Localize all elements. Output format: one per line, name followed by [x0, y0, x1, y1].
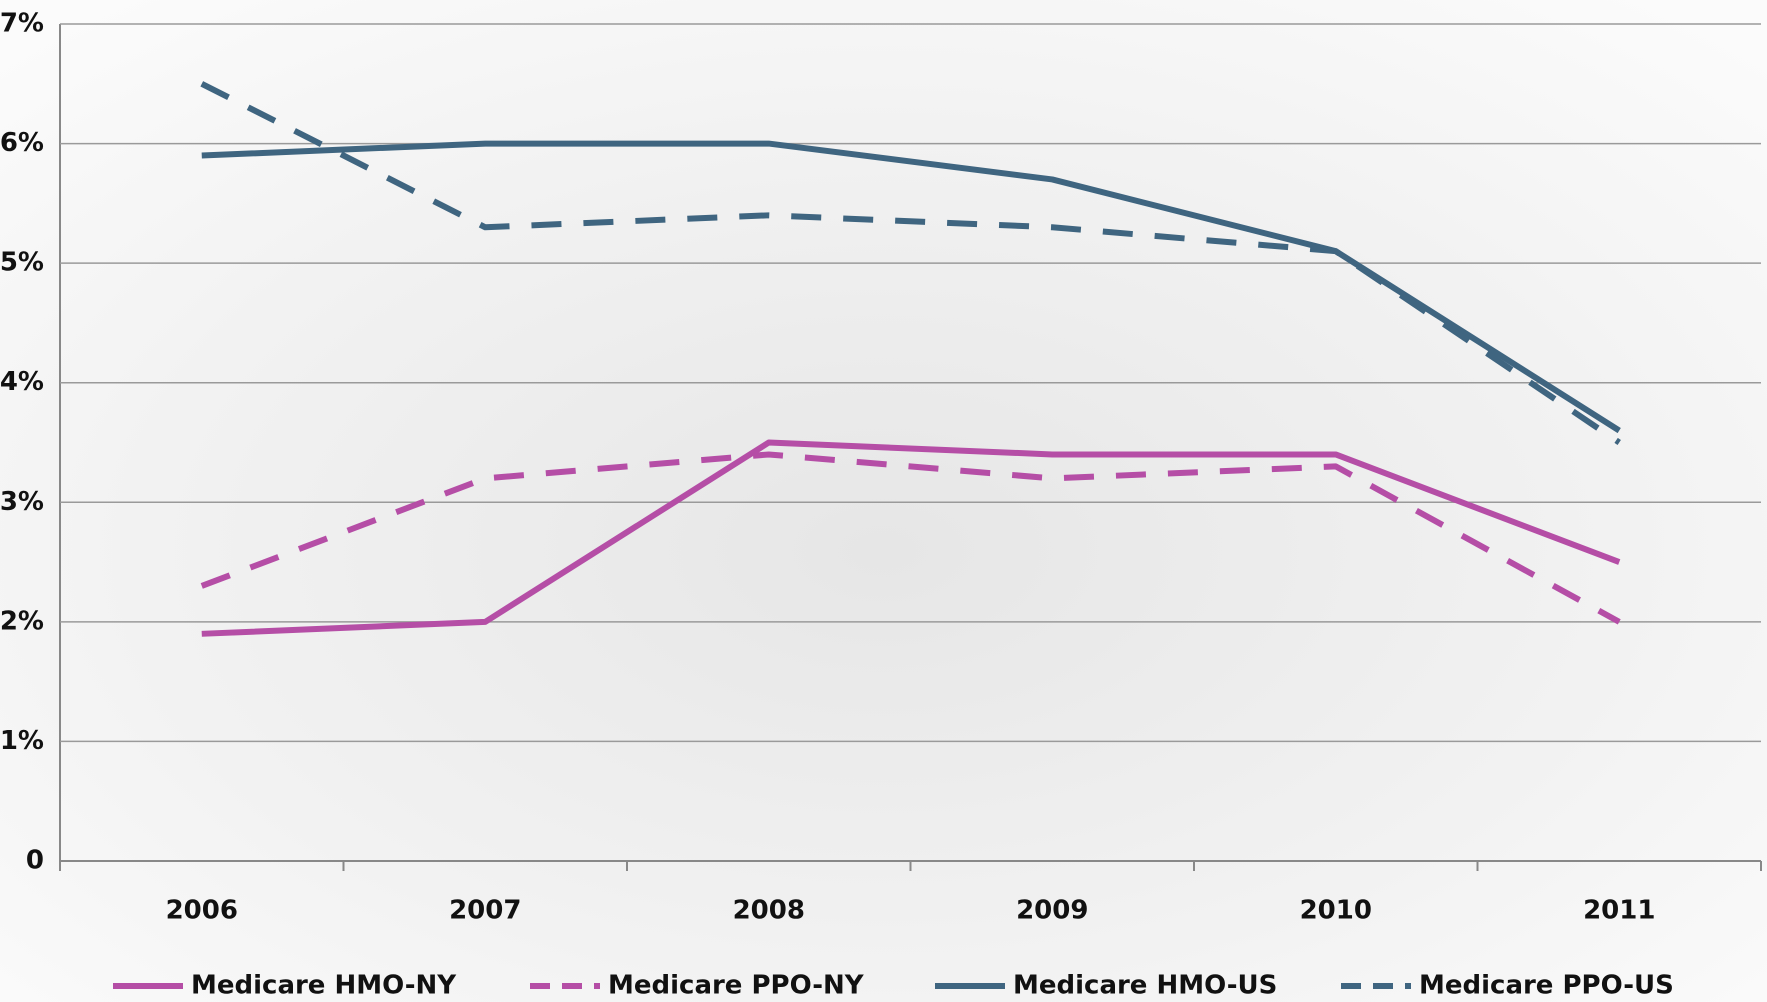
legend-label: Medicare HMO-NY: [191, 971, 457, 1001]
series-line: [201, 439, 1621, 637]
x-tick-label: 2008: [733, 896, 805, 926]
series-line: [200, 451, 1621, 625]
x-tick-label: 2006: [166, 896, 238, 926]
y-tick-label: 3%: [0, 487, 44, 517]
series-line: [200, 81, 1621, 445]
x-tick-label: 2010: [1300, 896, 1372, 926]
y-tick-label: 7%: [0, 9, 44, 39]
y-tick-label: 2%: [0, 606, 44, 636]
y-tick-label: 0: [26, 846, 44, 876]
y-tick-label: 5%: [0, 248, 44, 278]
x-tick-label: 2011: [1583, 896, 1655, 926]
y-tick-label: 4%: [0, 367, 44, 397]
y-tick-label: 6%: [0, 128, 44, 158]
legend-label: Medicare HMO-US: [1013, 971, 1277, 1001]
x-tick-label: 2009: [1016, 896, 1088, 926]
legend-label: Medicare PPO-NY: [608, 971, 865, 1001]
legend-label: Medicare PPO-US: [1419, 971, 1674, 1001]
x-tick-label: 2007: [449, 896, 521, 926]
y-tick-label: 1%: [0, 726, 44, 756]
